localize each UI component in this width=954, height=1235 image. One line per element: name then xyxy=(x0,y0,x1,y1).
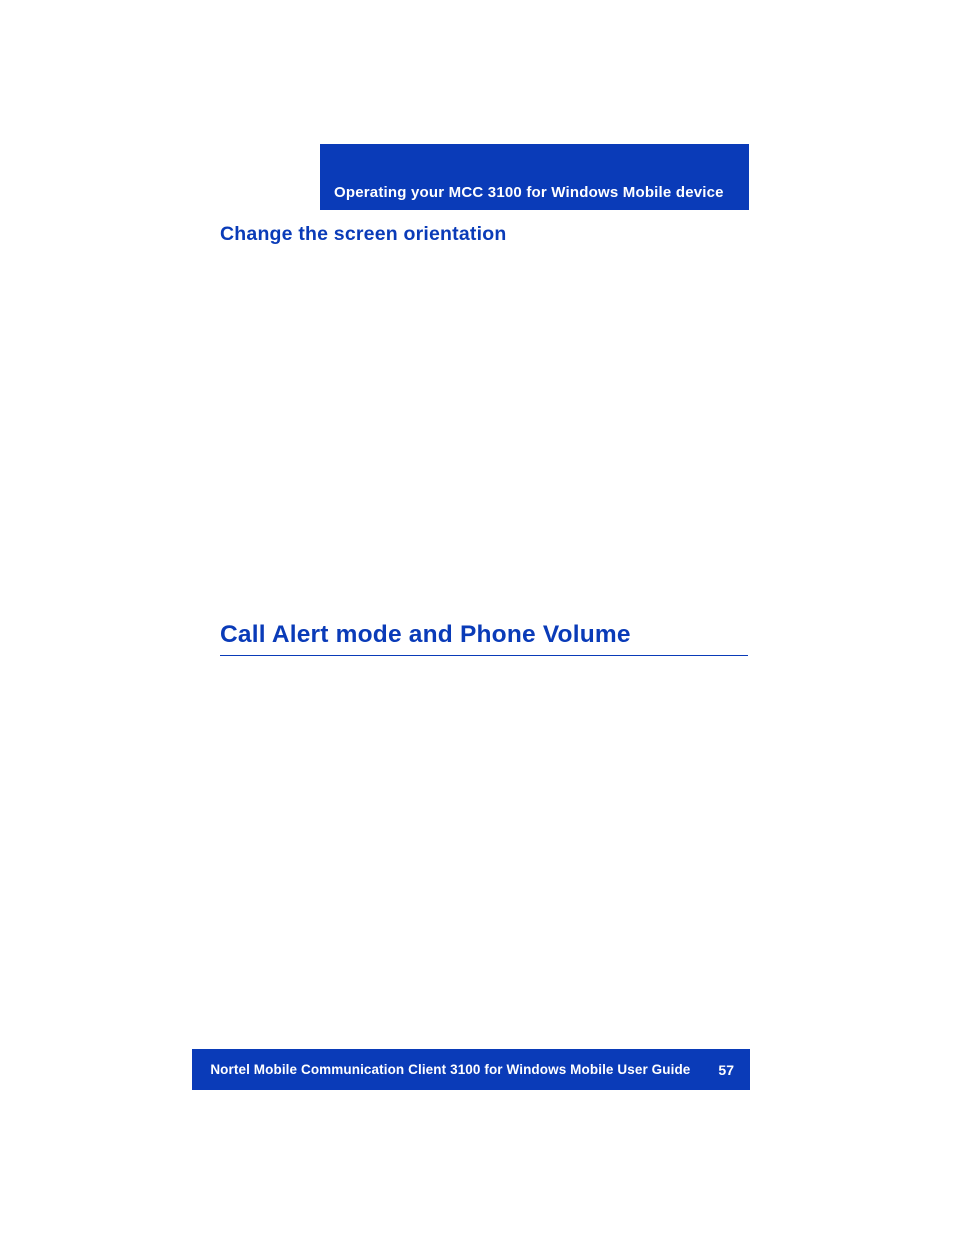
document-page: Operating your MCC 3100 for Windows Mobi… xyxy=(0,0,954,1235)
section-underline xyxy=(220,655,748,656)
footer-page-number: 57 xyxy=(718,1062,734,1078)
sub-heading: Change the screen orientation xyxy=(220,223,506,246)
footer-guide-title: Nortel Mobile Communication Client 3100 … xyxy=(210,1062,690,1077)
section-title: Call Alert mode and Phone Volume xyxy=(220,621,748,655)
chapter-header-bar: Operating your MCC 3100 for Windows Mobi… xyxy=(320,144,749,210)
footer-bar: Nortel Mobile Communication Client 3100 … xyxy=(192,1049,750,1090)
section-heading-block: Call Alert mode and Phone Volume xyxy=(220,621,748,655)
chapter-title: Operating your MCC 3100 for Windows Mobi… xyxy=(334,184,724,201)
